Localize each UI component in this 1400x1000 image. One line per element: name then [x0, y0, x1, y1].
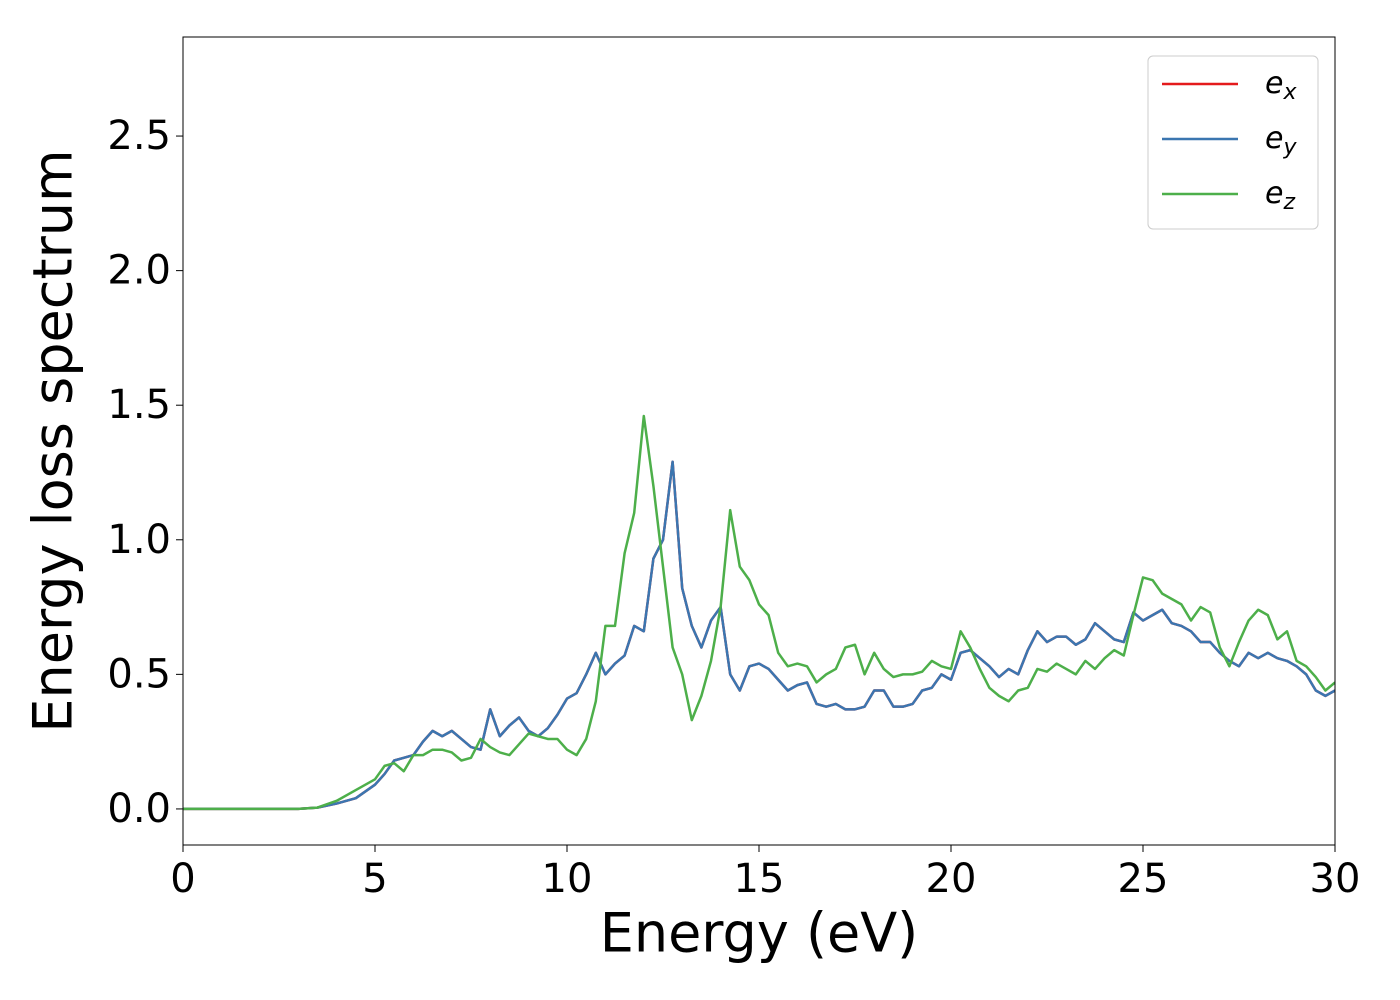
x-tick-label: 20 — [926, 856, 977, 902]
y-axis-label: Energy loss spectrum — [22, 149, 85, 732]
series-line — [183, 414, 1335, 811]
y-tick-label: 0.5 — [107, 651, 171, 697]
y-tick-label: 1.0 — [107, 517, 171, 563]
x-tick-label: 30 — [1310, 856, 1361, 902]
y-tick-label: 2.5 — [107, 113, 171, 159]
x-tick-label: 5 — [362, 856, 387, 902]
legend-label: ey — [1265, 121, 1297, 161]
series-line — [183, 460, 1335, 811]
legend-box — [1147, 55, 1319, 230]
plot-frame — [182, 36, 1336, 846]
x-tick-label: 15 — [734, 856, 785, 902]
x-tick-label: 10 — [542, 856, 593, 902]
y-tick-label: 0.0 — [107, 786, 171, 832]
x-tick-label: 0 — [170, 856, 195, 902]
x-axis-label: Energy (eV) — [600, 902, 919, 965]
y-tick-label: 1.5 — [107, 382, 171, 428]
y-tick-label: 2.0 — [107, 248, 171, 294]
x-tick-label: 25 — [1118, 856, 1169, 902]
legend-label: ex — [1265, 66, 1297, 106]
legend-label: ez — [1265, 176, 1295, 216]
